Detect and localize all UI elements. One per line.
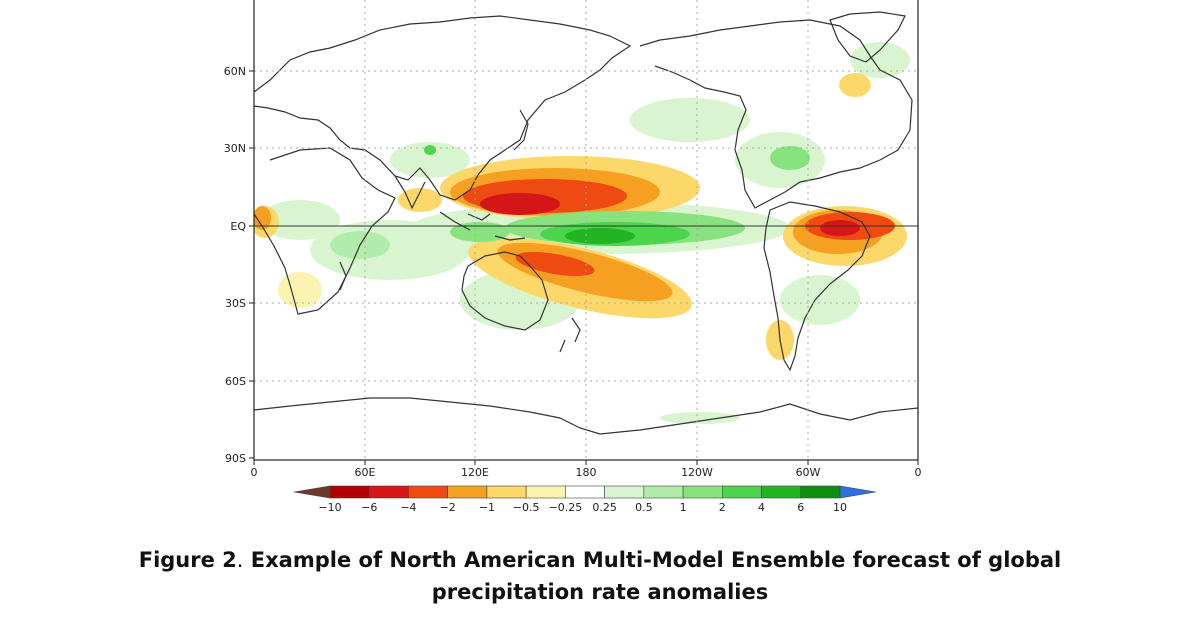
india-coastline — [394, 175, 426, 210]
deep-red-areas — [480, 193, 860, 236]
colorbar-level-label: −0.25 — [549, 501, 583, 514]
colorbar-segment — [800, 485, 841, 499]
colorbar-level-label: −10 — [318, 501, 341, 514]
precipitation-anomaly-map: 60N 30N EQ 30S 60S 90S 0 60E 120E 180 12… — [224, 0, 922, 514]
colorbar-segment — [368, 485, 409, 499]
colorbar-arrow-high — [839, 485, 877, 499]
lon-label-0-west: 0 — [251, 466, 258, 479]
lon-label-180: 180 — [576, 466, 597, 479]
lon-label-0-east: 0 — [915, 466, 922, 479]
colorbar-segment — [643, 485, 684, 499]
colorbar-level-label: −4 — [400, 501, 416, 514]
caption-separator: . — [236, 548, 244, 572]
latitude-labels: 60N 30N EQ 30S 60S 90S — [224, 65, 247, 465]
colorbar-level-label: −2 — [440, 501, 456, 514]
lon-label-60w: 60W — [796, 466, 821, 479]
antarctica-coastline — [254, 397, 918, 435]
colorbar-level-label: 0.25 — [592, 501, 617, 514]
lon-label-120e: 120E — [461, 466, 489, 479]
colorbar-segment — [682, 485, 723, 499]
lat-label-60s: 60S — [225, 375, 246, 388]
colorbar-segment — [525, 485, 566, 499]
colorbar: −10 −6 −4 −2 −1 −0.5 −0.25 0.25 0.5 1 2 4 6 10 — [293, 485, 877, 514]
colorbar-level-label: 2 — [719, 501, 726, 514]
colorbar-level-label: −1 — [479, 501, 495, 514]
colorbar-level-label: 6 — [797, 501, 804, 514]
caption-text-1: Example of North American Multi-Model En… — [243, 548, 1062, 572]
colorbar-segment — [486, 485, 527, 499]
lat-label-60n: 60N — [224, 65, 246, 78]
colorbar-level-label: −6 — [361, 501, 377, 514]
lon-label-120w: 120W — [681, 466, 713, 479]
colorbar-level-label: 1 — [680, 501, 687, 514]
madagascar-coastline — [339, 261, 347, 291]
colorbar-segment — [604, 485, 645, 499]
caption-line-2: precipitation rate anomalies — [431, 580, 769, 604]
australia-coastline — [461, 251, 549, 331]
indonesia-islands — [439, 211, 526, 241]
green-areas — [330, 145, 810, 259]
colorbar-segment — [565, 485, 605, 499]
colorbar-segment — [447, 485, 488, 499]
lat-label-90s: 90S — [225, 452, 246, 465]
colorbar-segment — [408, 485, 448, 499]
figure-caption: Figure 2. Example of North American Mult… — [0, 544, 1200, 608]
colorbar-level-label: 10 — [833, 501, 847, 514]
africa-coastline — [254, 147, 396, 315]
lat-label-30s: 30S — [225, 297, 246, 310]
colorbar-segment — [722, 485, 762, 499]
colorbar-segment — [329, 485, 370, 499]
new-zealand-coastline — [559, 317, 581, 353]
south-america-coastline — [763, 201, 871, 372]
caption-line-1: Figure 2. Example of North American Mult… — [0, 544, 1200, 576]
lat-label-eq: EQ — [230, 220, 246, 233]
colorbar-level-label: −0.5 — [513, 501, 540, 514]
anomaly-shading — [254, 42, 910, 424]
caption-figure-number: Figure 2 — [138, 548, 237, 572]
greenland-coastline — [829, 11, 906, 63]
japan-coastline — [513, 109, 529, 151]
lat-label-30n: 30N — [224, 142, 246, 155]
lon-label-60e: 60E — [355, 466, 376, 479]
colorbar-arrow-low — [293, 485, 331, 499]
north-america-coastline — [639, 19, 913, 209]
colorbar-level-label: 0.5 — [635, 501, 653, 514]
axis-ticks — [249, 70, 919, 465]
gridlines — [254, 0, 918, 460]
longitude-labels: 0 60E 120E 180 120W 60W 0 — [251, 466, 922, 479]
colorbar-segment — [761, 485, 802, 499]
colorbar-level-label: 4 — [758, 501, 765, 514]
